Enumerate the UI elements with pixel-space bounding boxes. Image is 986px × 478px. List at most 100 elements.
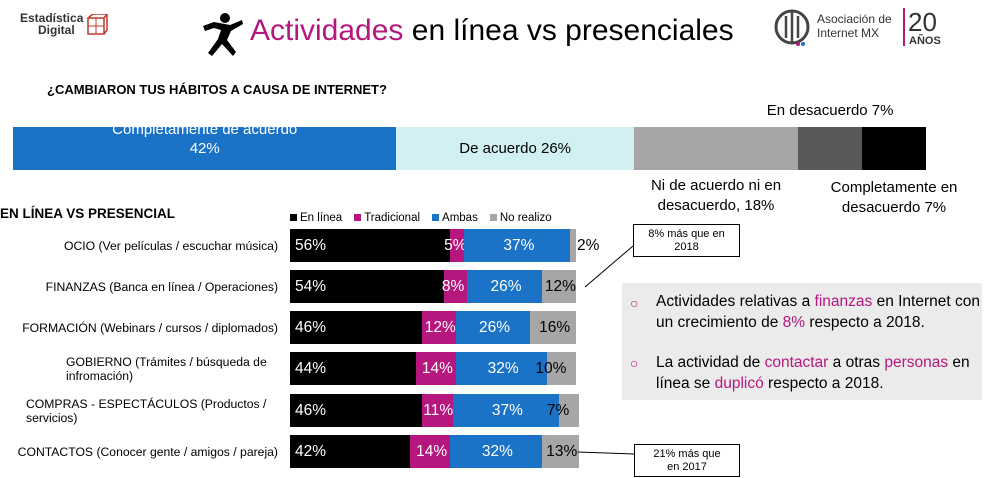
bar-value-label: 26% (490, 278, 522, 295)
category-label: FINANZAS (Banca en línea / Operaciones) (0, 280, 278, 294)
category-label-line: GOBIERNO (Trámites / búsqueda de (66, 355, 267, 369)
insight-highlight: personas (884, 354, 949, 371)
question-heading: ¿CAMBIARON TUS HÁBITOS A CAUSA DE INTERN… (47, 82, 387, 97)
bar-segment (467, 270, 542, 303)
bar-segment (450, 229, 465, 262)
assoc-line-2: Internet MX (817, 26, 879, 40)
annotation-callout: 8% más que en 2018 (633, 224, 740, 257)
bar-segment (421, 394, 453, 427)
category-label-line: servicios) (26, 411, 78, 425)
insight-text: respecto a 2018. (805, 314, 925, 331)
brand-line-1: Estadística (20, 11, 84, 25)
title-rest: en línea vs presenciales (403, 14, 734, 47)
bar-segment (530, 311, 576, 344)
bar-value-label: 14% (416, 443, 448, 460)
insights-box: ○ Actividades relativas a finanzas en In… (622, 283, 982, 400)
agreement-segment (633, 127, 799, 170)
legend-swatch (489, 214, 497, 221)
bar-value-label: 37% (503, 237, 535, 254)
title-accent: Actividades (250, 14, 404, 47)
insight-highlight: finanzas (814, 293, 873, 310)
insight-text: La actividad de (656, 354, 765, 371)
bar-segment (290, 394, 422, 427)
agreement-segment: Completamente de acuerdo 42% (13, 127, 397, 170)
agreement-bar: Completamente de acuerdo 42% (13, 127, 926, 170)
bar-segment (541, 270, 576, 303)
agreement-segment (798, 127, 863, 170)
bar-segment (421, 311, 456, 344)
legend-label: En línea (300, 212, 343, 224)
chart-legend: En línea Tradicional Ambas No realizo (290, 212, 564, 224)
running-person-icon (203, 13, 243, 56)
bar-value-label: 8% (441, 278, 465, 295)
bar-value-label: 37% (491, 402, 523, 419)
insight-finanzas: Actividades relativas a finanzas en Inte… (656, 291, 981, 333)
brand-line-2: Digital (38, 23, 75, 37)
category-label-line: FORMACIÓN (Webinars / cursos / diplomado… (22, 321, 278, 335)
bar-segment (290, 311, 422, 344)
bar-value-label: 13% (546, 443, 578, 460)
category-label: CONTACTOS (Conocer gente / amigos / pare… (0, 445, 278, 459)
connector-line (577, 451, 635, 455)
insight-text: en línea se (656, 354, 970, 392)
asociacion-circle-icon (774, 9, 810, 46)
annotation-line: 21% más que (653, 448, 721, 460)
agreement-segment-label: En desacuerdo 7% (766, 102, 894, 119)
category-label-line: CONTACTOS (Conocer gente / amigos / pare… (17, 445, 278, 459)
bar-segment (455, 352, 548, 385)
bullet-icon: ○ (630, 295, 639, 311)
insight-contactos: La actividad de contactar a otras person… (656, 352, 981, 394)
section-title: EN LÍNEA VS PRESENCIAL (0, 206, 176, 221)
annotation-line: 2018 (674, 241, 699, 253)
bar-value-label: 2% (577, 237, 600, 254)
bar-segment (450, 435, 542, 468)
agreement-segment-label: De acuerdo 26% (459, 140, 572, 157)
bar-value-label: 56% (295, 237, 327, 254)
bar-value-label: 54% (295, 278, 327, 295)
agreement-segment-label: Ni de acuerdo ni en desacuerdo, 18% (650, 177, 782, 214)
agreement-segment (862, 127, 926, 170)
category-label-line: COMPRAS - ESPECTÁCULOS (Productos / (26, 397, 267, 411)
insight-text: respecto a 2018. (763, 375, 884, 392)
annotation-line: en 2017 (667, 461, 707, 473)
legend-label: Tradicional (364, 212, 421, 224)
bar-value-label: 42% (295, 443, 327, 460)
insight-text: a otras (828, 354, 885, 371)
bar-segment (415, 352, 456, 385)
bar-segment (290, 435, 411, 468)
legend-swatch (432, 214, 440, 221)
bar-segment (290, 270, 445, 303)
legend-label: Ambas (442, 212, 478, 224)
bar-value-label: 16% (539, 319, 571, 336)
bar-segment (558, 394, 579, 427)
bar-value-label: 12% (424, 319, 456, 336)
assoc-years-number: 20 (908, 7, 937, 37)
bar-value-label: 11% (423, 402, 454, 419)
category-label-line: OCIO (Ver películas / escuchar música) (63, 239, 278, 253)
bar-value-label: 46% (295, 402, 327, 419)
bar-value-label: 32% (487, 360, 519, 377)
page-title: Actividades en línea vs presenciales (205, 14, 734, 48)
bar-value-label: 44% (295, 360, 327, 377)
category-label-line: infromación) (66, 369, 134, 383)
bar-value-label: 14% (421, 360, 453, 377)
bar-value-label: 26% (479, 319, 511, 336)
asociacion-internet-logo: Asociación de Internet MX 20 AÑOS (774, 7, 941, 47)
insight-text: en Internet con un crecimiento de (656, 293, 980, 331)
bar-segment (290, 229, 451, 262)
bar-value-label: 10% (535, 360, 567, 377)
legend-item: En línea (290, 212, 342, 224)
legend-item: Tradicional (354, 212, 420, 224)
bar-segment (570, 229, 576, 262)
assoc-years-word: AÑOS (909, 34, 941, 47)
category-label: COMPRAS - ESPECTÁCULOS (Productos / servi… (0, 397, 282, 425)
category-label: OCIO (Ver películas / escuchar música) (0, 239, 278, 253)
bar-segment (464, 229, 571, 262)
estadistica-digital-logo: Estadística Digital (20, 12, 83, 36)
bar-value-label: 32% (481, 443, 513, 460)
insight-highlight: contactar (764, 354, 829, 371)
legend-label: No realizo (499, 212, 552, 224)
category-label: GOBIERNO (Trámites / búsqueda de infromac… (0, 355, 282, 383)
insight-text: Actividades relativas a (656, 293, 815, 310)
bar-value-label: 12% (544, 278, 576, 295)
